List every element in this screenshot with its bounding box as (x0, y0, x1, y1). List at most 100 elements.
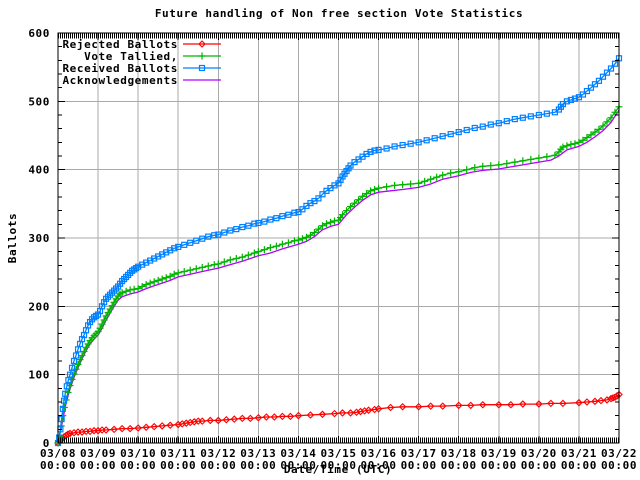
square-marker (227, 227, 234, 234)
square-marker (399, 141, 406, 149)
square-marker (221, 229, 228, 236)
square-marker (583, 87, 591, 95)
diamond-marker (426, 402, 435, 410)
x-tick-label-date: 03/13 (240, 447, 276, 460)
y-tick-label: 300 (28, 232, 50, 245)
x-tick-label-date: 03/22 (601, 447, 637, 460)
square-marker (211, 232, 218, 239)
square-marker (199, 235, 206, 242)
diamond-marker (150, 422, 158, 431)
square-marker (56, 434, 63, 441)
diamond-marker (454, 401, 463, 410)
square-marker (198, 64, 206, 72)
x-tick-label-date: 03/11 (160, 447, 196, 460)
legend-item-vote-tallied: Vote Tallied, (84, 50, 221, 63)
x-tick-label-date: 03/18 (441, 447, 477, 460)
diamond-marker (214, 416, 223, 425)
diamond-marker (238, 414, 247, 423)
diamond-marker (438, 402, 447, 410)
x-tick-label-date: 03/10 (120, 447, 156, 460)
x-tick-label-time: 00:00 (160, 459, 196, 472)
square-marker (193, 237, 200, 244)
square-marker (571, 95, 579, 102)
square-marker (431, 135, 438, 142)
diamond-marker (507, 400, 515, 409)
square-marker (371, 147, 378, 154)
square-marker (315, 195, 322, 202)
square-marker (587, 84, 595, 91)
x-tick-label-date: 03/15 (320, 447, 356, 460)
chart-title: Future handling of Non free section Vote… (155, 7, 523, 20)
square-marker (60, 397, 68, 404)
x-axis-label: Date/Time (UTC) (284, 463, 392, 476)
x-tick-label-date: 03/21 (561, 447, 597, 460)
square-marker (487, 121, 494, 128)
diamond-marker (330, 409, 339, 418)
diamond-marker (346, 409, 355, 417)
diamond-marker (278, 412, 287, 421)
diamond-marker (230, 415, 239, 423)
square-marker (471, 124, 478, 132)
diamond-marker (466, 401, 475, 410)
square-marker (599, 73, 607, 80)
diamond-marker (246, 414, 255, 423)
y-tick-label: 0 (43, 437, 50, 450)
square-marker (447, 131, 454, 138)
x-tick-label-time: 00:00 (401, 459, 437, 472)
x-tick-label-time: 00:00 (601, 459, 637, 472)
grid-layer (58, 33, 619, 443)
diamond-marker (559, 399, 567, 408)
legend-label-vote-tallied: Vote Tallied, (84, 50, 178, 63)
square-marker (367, 148, 374, 155)
square-marker (181, 241, 188, 248)
x-tick-label-time: 00:00 (481, 459, 517, 472)
diamond-marker (110, 425, 118, 434)
x-tick-label-date: 03/14 (280, 447, 316, 460)
y-tick-label: 100 (28, 369, 50, 382)
x-tick-label-date: 03/09 (80, 447, 116, 460)
legend-label-received-ballots: Received Ballots (62, 62, 178, 75)
y-tick-label: 400 (28, 164, 50, 177)
diamond-marker (597, 396, 605, 405)
x-tick-label-date: 03/17 (401, 447, 437, 460)
square-marker (239, 223, 246, 231)
square-marker (255, 219, 262, 227)
y-axis-label: Ballots (6, 213, 19, 264)
square-marker (439, 133, 446, 140)
diamond-marker (142, 423, 150, 432)
square-marker (205, 233, 212, 240)
tick-labels: 010020030040050060003/0800:0003/0900:000… (28, 27, 637, 472)
square-marker (319, 191, 326, 198)
square-marker (175, 243, 182, 250)
diamond-marker (286, 412, 295, 421)
diamond-marker (222, 415, 231, 424)
square-marker (261, 218, 268, 225)
series-line-vote-tallied (57, 106, 620, 444)
legend-item-received-ballots: Received Ballots (62, 62, 221, 75)
diamond-marker (547, 399, 555, 408)
diamond-marker (364, 406, 373, 414)
x-tick-label-time: 00:00 (200, 459, 236, 472)
square-marker (63, 383, 70, 390)
y-tick-label: 200 (28, 300, 50, 313)
x-tick-label-time: 00:00 (240, 459, 276, 472)
x-tick-label-time: 00:00 (561, 459, 597, 472)
diamond-marker (318, 410, 327, 419)
diamond-marker (206, 416, 215, 425)
x-tick-label-time: 00:00 (80, 459, 116, 472)
diamond-marker (535, 400, 543, 408)
square-marker (273, 215, 280, 222)
diamond-marker (198, 417, 207, 425)
x-tick-label-date: 03/08 (40, 447, 76, 460)
square-marker (479, 123, 486, 130)
x-tick-label-time: 00:00 (361, 459, 397, 472)
x-tick-label-time: 00:00 (441, 459, 477, 472)
diamond-marker (591, 397, 599, 406)
x-tick-label-time: 00:00 (521, 459, 557, 472)
square-marker (563, 98, 571, 105)
diamond-marker (102, 426, 110, 434)
diamond-marker (386, 403, 395, 412)
diamond-marker (495, 400, 503, 409)
